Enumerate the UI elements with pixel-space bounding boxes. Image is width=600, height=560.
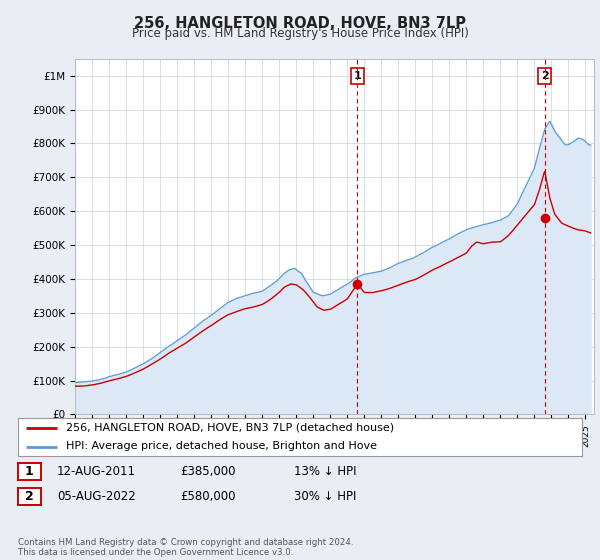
Text: 05-AUG-2022: 05-AUG-2022 xyxy=(57,490,136,503)
Text: 2: 2 xyxy=(541,71,548,81)
Text: 256, HANGLETON ROAD, HOVE, BN3 7LP (detached house): 256, HANGLETON ROAD, HOVE, BN3 7LP (deta… xyxy=(66,422,394,432)
Text: HPI: Average price, detached house, Brighton and Hove: HPI: Average price, detached house, Brig… xyxy=(66,441,377,451)
Text: 30% ↓ HPI: 30% ↓ HPI xyxy=(294,490,356,503)
Text: 1: 1 xyxy=(353,71,361,81)
Text: £385,000: £385,000 xyxy=(180,465,235,478)
Text: 256, HANGLETON ROAD, HOVE, BN3 7LP: 256, HANGLETON ROAD, HOVE, BN3 7LP xyxy=(134,16,466,31)
Text: 2: 2 xyxy=(25,490,34,503)
Text: Contains HM Land Registry data © Crown copyright and database right 2024.
This d: Contains HM Land Registry data © Crown c… xyxy=(18,538,353,557)
Text: £580,000: £580,000 xyxy=(180,490,235,503)
Text: 1: 1 xyxy=(25,465,34,478)
Text: 12-AUG-2011: 12-AUG-2011 xyxy=(57,465,136,478)
Text: 13% ↓ HPI: 13% ↓ HPI xyxy=(294,465,356,478)
Text: Price paid vs. HM Land Registry's House Price Index (HPI): Price paid vs. HM Land Registry's House … xyxy=(131,27,469,40)
